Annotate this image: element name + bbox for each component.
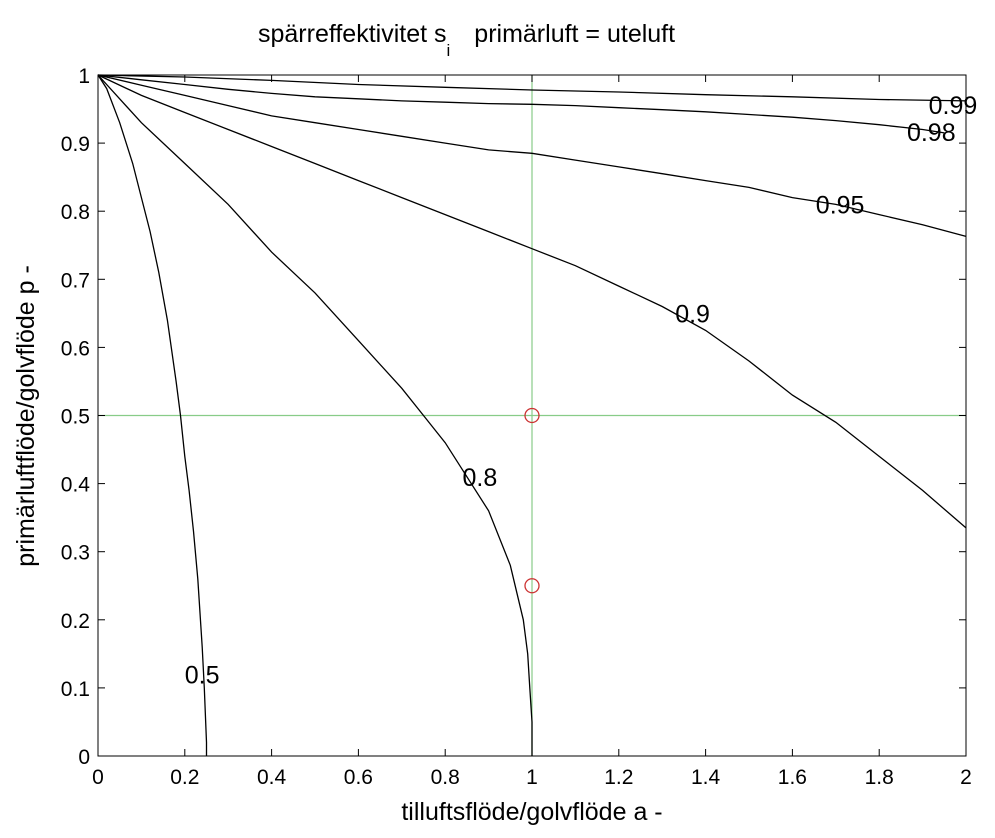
y-tick-label: 0.6 [61, 337, 90, 360]
chart-title: spärreffektivitet si primärluft = uteluft [258, 20, 675, 60]
chart-title-subscript: i [447, 41, 451, 60]
y-tick-label: 0.8 [61, 201, 90, 224]
y-tick-label: 0.7 [61, 269, 90, 292]
y-tick-label: 1 [78, 65, 90, 88]
x-tick-label: 1.2 [604, 766, 633, 789]
y-tick-label: 0.2 [61, 610, 90, 633]
contour-label-0.99: 0.99 [929, 92, 978, 120]
contour-label-0.5: 0.5 [185, 661, 220, 689]
y-tick-label: 0 [78, 746, 90, 769]
y-tick-label: 0.4 [61, 474, 91, 497]
chart-title-main: spärreffektivitet s [258, 20, 447, 48]
plot-area: 0.5 0.8 0.9 0.95 0.980.99 0 0.2 0.4 0.6 0.8 1 1.2 1.… [61, 65, 978, 789]
contour-label-0.9: 0.9 [675, 300, 710, 328]
contour-line-0.5 [97, 74, 208, 756]
contour-label-0.8: 0.8 [463, 464, 498, 492]
contour-line-0.98 [97, 74, 945, 134]
x-tick-label: 0.4 [257, 766, 287, 789]
y-axis-label: primärluftflöde/golvflöde p - [12, 265, 40, 567]
y-tick-label: 0.3 [61, 542, 90, 565]
x-tick-label: 0.8 [431, 766, 460, 789]
x-tick-label: 0 [92, 766, 104, 789]
contour-label-0.98: 0.98 [907, 119, 956, 147]
contour-label-0.95: 0.95 [816, 191, 865, 219]
y-tick-label: 0.1 [61, 678, 90, 701]
x-tick-label: 0.2 [170, 766, 199, 789]
chart-title-right: primärluft = uteluft [474, 20, 675, 48]
contour-line-0.8 [97, 74, 533, 756]
x-tick-label: 2 [960, 766, 972, 789]
contour-line-0.9 [97, 74, 967, 529]
x-axis-label: tilluftsflöde/golvflöde a - [401, 798, 662, 826]
x-tick-label: 0.6 [344, 766, 373, 789]
x-tick-label: 1.8 [865, 766, 894, 789]
contour-line-0.95 [97, 74, 967, 238]
marker-circle-2 [524, 578, 540, 594]
marker-circle-1 [524, 407, 540, 424]
y-tick-label: 0.5 [61, 406, 90, 429]
x-tick-label: 1 [526, 766, 538, 789]
contour-line-0.99 [97, 74, 967, 102]
x-tick-label: 1.4 [691, 766, 721, 789]
x-tick-label: 1.6 [778, 766, 807, 789]
y-tick-label: 0.9 [61, 133, 90, 156]
